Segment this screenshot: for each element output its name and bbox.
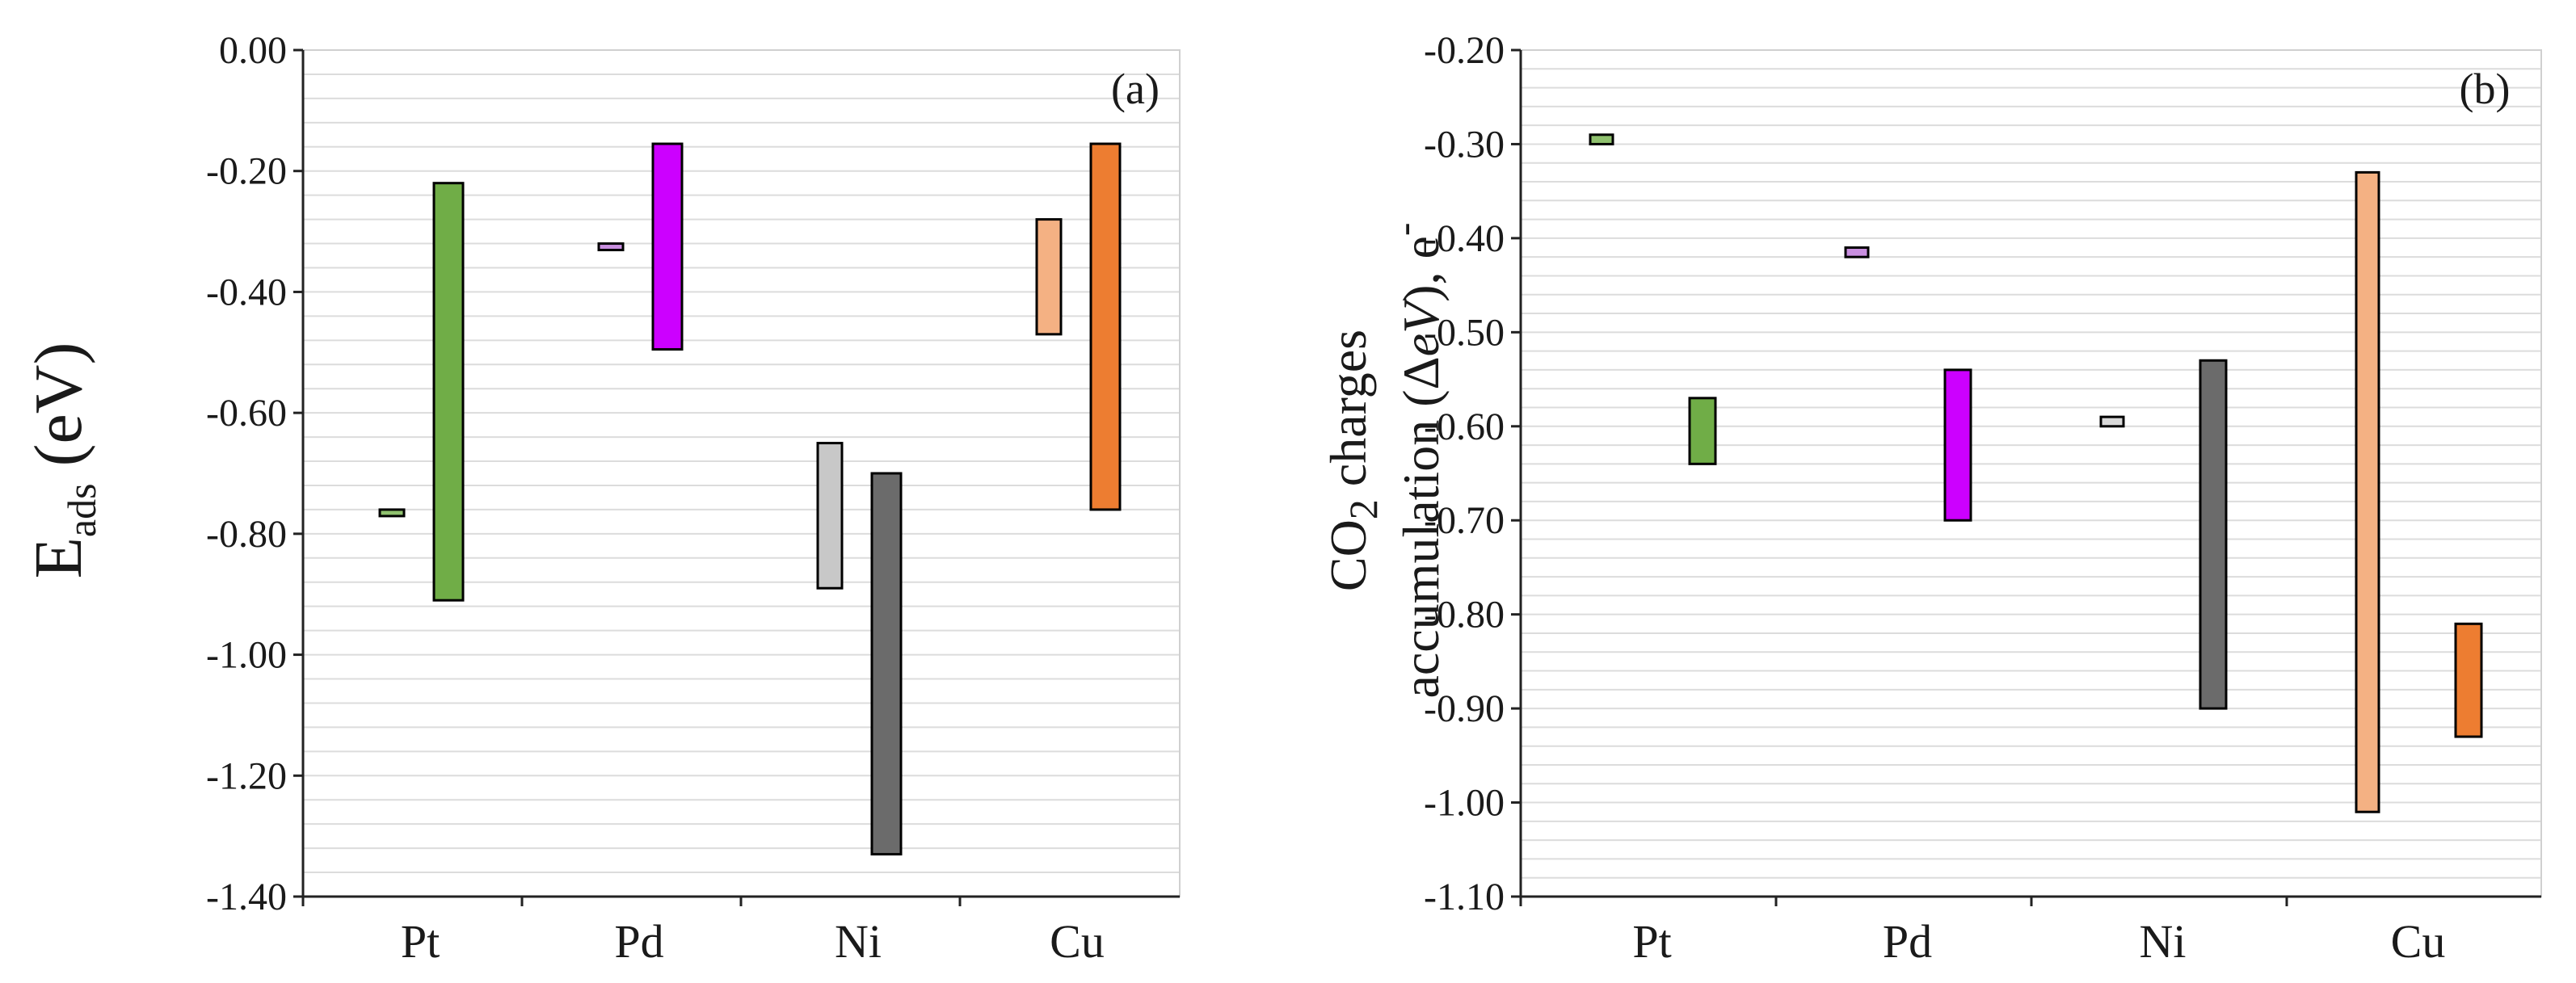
panel-a-y-tick-labels: 0.00 -0.20 -0.40 -0.60 -0.80 -1.00 -1.20 -1.40 — [206, 29, 303, 918]
bar-a-cu-light — [1035, 218, 1063, 336]
bar-a-pt-dark — [432, 182, 465, 602]
panel-a-y-axis-label: Eads (eV) — [21, 342, 104, 579]
panel-b-gridlines — [1519, 49, 2542, 898]
panel-a-x-tick-labels: Pt Pd Ni Cu — [301, 897, 1105, 968]
panel-b-label: (b) — [2460, 65, 2511, 113]
x-tick-label-pt: Pt — [1632, 915, 1671, 968]
y-tick-label: -0.80 — [206, 513, 287, 556]
y-tick-label: -1.10 — [1424, 876, 1505, 918]
x-tick-label-cu: Cu — [2391, 915, 2446, 968]
y-tick-label: -1.00 — [206, 634, 287, 677]
panel-b-x-tick-labels: Pt Pd Ni Cu — [1519, 897, 2446, 968]
panel-b-y-tick-labels: -0.20 -0.30 -0.40 -0.50 -0.60 -0.70 -0.80 -0.90… — [1424, 29, 1521, 918]
x-tick-label-pt: Pt — [401, 915, 440, 968]
panel-a: 0.00-0.20-0.40-0.60-0.80-1.00-1.20-1.40 … — [21, 29, 1181, 968]
bar-a-pd-light — [597, 242, 625, 252]
x-tick-label-cu: Cu — [1050, 915, 1105, 968]
panel-b-bars — [1589, 133, 2483, 813]
panel-b-y-axis-label-line1: CO2 charges — [1320, 330, 1386, 591]
y-tick-label: -1.00 — [1424, 782, 1505, 825]
bar-b-cu-light — [2355, 170, 2380, 813]
bar-b-ni-light — [2099, 415, 2125, 428]
bar-a-ni-light — [816, 442, 844, 590]
bar-b-pd-dark — [1943, 368, 1972, 522]
x-tick-label-ni: Ni — [835, 915, 882, 968]
panel-a-label: (a) — [1111, 65, 1160, 113]
x-tick-label-pd: Pd — [1883, 915, 1932, 968]
x-tick-label-ni: Ni — [2140, 915, 2187, 968]
bar-a-pd-dark — [651, 142, 684, 351]
y-tick-label: -0.40 — [1424, 217, 1505, 260]
y-tick-label: -0.80 — [1424, 594, 1505, 636]
y-tick-label: -0.20 — [206, 150, 287, 193]
y-tick-label: -0.60 — [1424, 405, 1505, 448]
panel-b-y-axis-label-line2: accumulation (ΔeV), e- — [1381, 222, 1450, 698]
bar-a-ni-dark — [870, 472, 903, 856]
bar-a-pt-light — [378, 508, 406, 518]
y-tick-label: -0.60 — [206, 392, 287, 435]
bar-b-pd-light — [1844, 246, 1870, 258]
plot-area-b — [1521, 50, 2541, 897]
y-tick-label: -0.70 — [1424, 499, 1505, 542]
y-tick-label: -0.90 — [1424, 687, 1505, 730]
bar-b-ni-dark — [2199, 359, 2228, 710]
bar-a-cu-dark — [1089, 142, 1122, 511]
y-tick-label: -1.20 — [206, 754, 287, 797]
x-tick-label-pd: Pd — [614, 915, 663, 968]
bar-b-pt-light — [1589, 133, 1614, 145]
panel-a-bars — [378, 142, 1122, 856]
y-tick-label: -0.40 — [206, 271, 287, 313]
y-tick-label: -0.20 — [1424, 29, 1505, 72]
bar-b-cu-dark — [2454, 622, 2483, 738]
y-tick-label: -0.50 — [1424, 311, 1505, 354]
y-tick-label: 0.00 — [219, 29, 287, 72]
bar-b-pt-dark — [1688, 397, 1717, 465]
y-tick-label: -1.40 — [206, 876, 287, 918]
y-tick-label: -0.30 — [1424, 123, 1505, 166]
panel-b: -0.20 -0.30 -0.40 -0.50 -0.60 -0.70 -0.80 -0.90… — [1320, 29, 2542, 968]
